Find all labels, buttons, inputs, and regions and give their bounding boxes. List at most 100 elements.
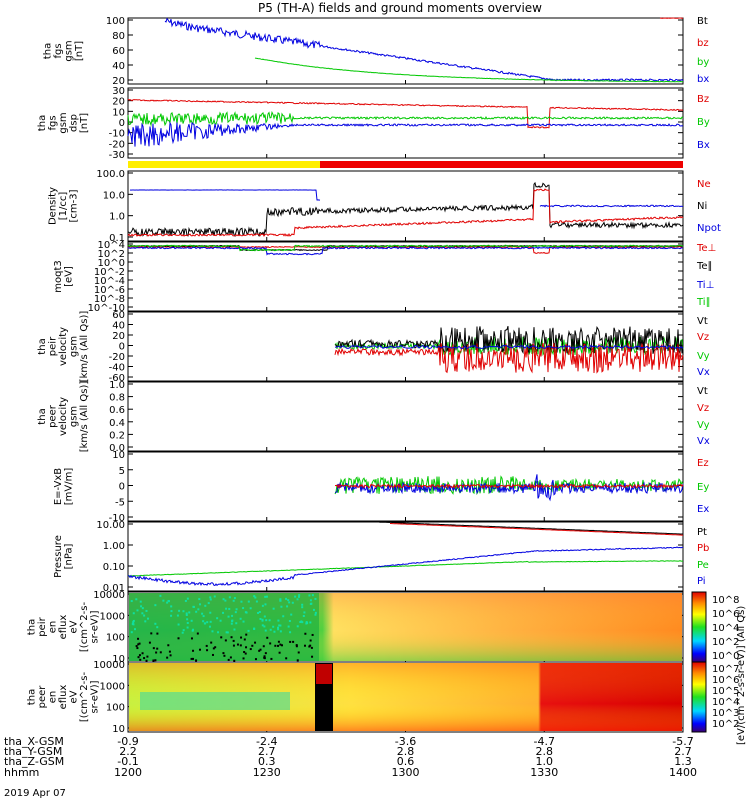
spec-pixel (223, 654, 226, 657)
spec-pixel (198, 648, 201, 651)
xrow-value: 2.7 (258, 745, 276, 758)
peir-vx-trace (334, 344, 684, 350)
spec-pixel (258, 610, 261, 613)
ylabel-line: sr-eV)] (90, 680, 101, 713)
spec-pixel (261, 624, 264, 627)
spec-pixel (311, 594, 314, 597)
ylabel-line: tha (37, 115, 48, 131)
spec-pixel (186, 626, 189, 629)
spec-pixel (296, 625, 299, 628)
spec-pixel (266, 636, 269, 639)
spec-pixel (291, 601, 294, 604)
xrow-label: hhmm (4, 766, 39, 779)
ytick-label: 10^-2 (94, 267, 125, 278)
ytick-label: 10^-4 (94, 276, 125, 287)
spec-pixel (139, 658, 142, 661)
legend-Ti∥: Ti∥ (696, 297, 711, 308)
spec-pixel (190, 619, 193, 622)
colorbar-tick: 10^2 (712, 719, 739, 730)
pressure-pi-trace (127, 546, 684, 587)
ylabel-line: Density (48, 187, 59, 225)
colorbar-tick: 10^6 (712, 675, 739, 686)
spec-pixel (232, 639, 235, 642)
spec-pixel (242, 620, 245, 623)
spec-pixel (166, 656, 169, 659)
ylabel-line: moqt3 (53, 260, 64, 293)
spec-pixel (156, 632, 159, 635)
spec-pixel (137, 656, 140, 659)
ylabel-line: gsm (58, 112, 69, 133)
ytick-label: -5 (115, 497, 125, 508)
spec-pixel (302, 614, 305, 617)
spec-pixel (203, 622, 206, 625)
spec-pixel (222, 598, 225, 601)
spec-pixel (287, 599, 290, 602)
pressure-pt-trace (375, 521, 683, 535)
ylabel-line: fgs (48, 115, 59, 130)
spec-pixel (239, 644, 242, 647)
ylabel-line: E=-VxB (53, 468, 64, 505)
legend-Vz: Vz (697, 332, 709, 343)
spec-pixel (301, 603, 304, 606)
colorbar-tick: 10^6 (712, 609, 739, 620)
ytick-label: 0 (119, 342, 125, 353)
spec-pixel (243, 651, 246, 654)
spec-pixel (143, 614, 146, 617)
spec-pixel (227, 615, 230, 618)
spec-pixel (209, 620, 212, 623)
spec-pixel (261, 618, 264, 621)
panel-frame-fgs_comp (127, 87, 684, 159)
ytick-label: 0.01 (103, 583, 125, 594)
panel-frame-temperature (127, 241, 684, 312)
spec-pixel (207, 602, 210, 605)
legend-Vt: Vt (697, 316, 708, 327)
spec-pixel (309, 599, 312, 602)
ylabel-line: dsp (69, 114, 80, 132)
spec-pixel (277, 619, 280, 622)
spec-pixel (141, 607, 144, 610)
xrow-value: 1.0 (536, 755, 554, 768)
spec-pixel (289, 640, 292, 643)
xrow-value: 1400 (669, 766, 697, 779)
ytick-label: -60 (109, 373, 125, 384)
spec-pixel (154, 604, 157, 607)
spec-pixel (212, 647, 215, 650)
xrow-value: -4.7 (534, 735, 555, 748)
ylabel-line: tha (27, 619, 38, 635)
ytick-label: 10 (112, 724, 125, 735)
legend-Pe: Pe (697, 560, 709, 571)
spec-pixel (258, 649, 261, 652)
spec-pixel (146, 617, 149, 620)
legend-Bt: Bt (697, 16, 708, 27)
ytick-label: -10 (109, 513, 125, 524)
spec-pixel (279, 598, 282, 601)
spec-pixel (206, 621, 209, 624)
spec-pixel (233, 628, 236, 631)
ylabel-line: [eV] (63, 266, 74, 287)
spec-pixel (247, 600, 250, 603)
spec-pixel (263, 625, 266, 628)
spec-pixel (259, 617, 262, 620)
spec-pixel (148, 641, 151, 644)
xrow-value: 2.8 (536, 745, 554, 758)
spec-pixel (269, 628, 272, 631)
xrow-value: -5.7 (672, 735, 693, 748)
spec-colorbar-label: [eV/(cm^2-s-sr-eV)] (All Qs) (736, 606, 747, 745)
spec-pixel (245, 646, 248, 649)
ylabel-line: [nT] (74, 41, 85, 61)
xrow-value: 2.8 (397, 745, 415, 758)
spec-pixel (195, 610, 198, 613)
spec-pixel (312, 608, 315, 611)
spec-pixel (279, 643, 282, 646)
spec-pixel (167, 600, 170, 603)
ytick-label: 40 (112, 61, 125, 72)
spec-pixel (186, 618, 189, 621)
spec-pixel (296, 598, 299, 601)
ylabel-line: [nT] (79, 113, 90, 133)
fgs-by-trace (254, 57, 684, 83)
ylabel-line: gsm (69, 406, 80, 427)
spec-pixel (232, 599, 235, 602)
ylabel-line: en (48, 691, 59, 704)
spec-pixel (139, 600, 142, 603)
spec-pixel (209, 611, 212, 614)
